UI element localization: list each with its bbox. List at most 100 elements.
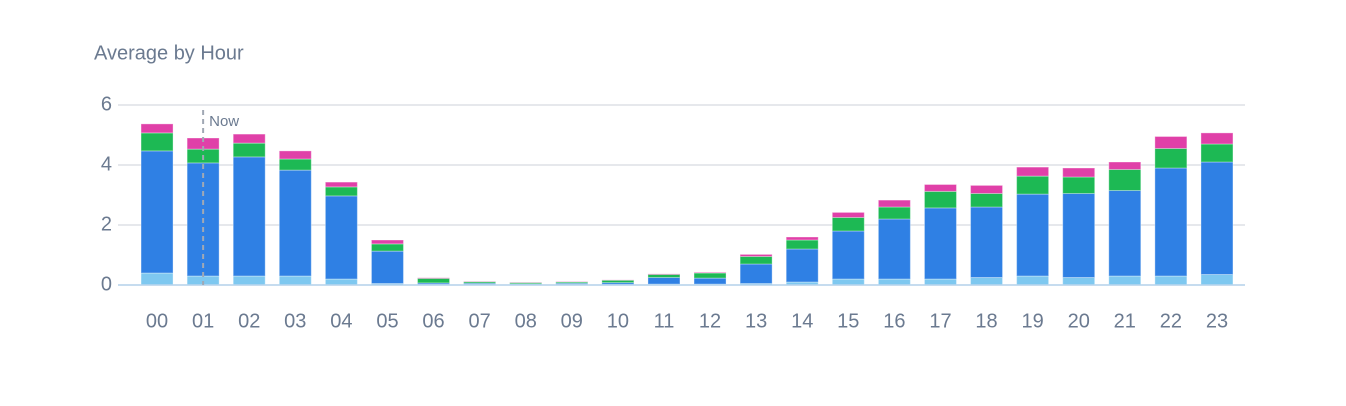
bar-segment bbox=[140, 123, 174, 134]
bar-segment bbox=[877, 199, 911, 208]
bar-segment bbox=[509, 282, 543, 285]
x-tick-label: 04 bbox=[330, 310, 352, 332]
bar-segment bbox=[877, 278, 911, 286]
bar-segment bbox=[923, 278, 957, 286]
bar-segment bbox=[324, 181, 358, 188]
bar-segment bbox=[877, 218, 911, 280]
bar-segment bbox=[693, 271, 727, 274]
x-tick-label: 12 bbox=[699, 310, 721, 332]
x-tick-label: 14 bbox=[791, 310, 813, 332]
bar-segment bbox=[1016, 275, 1050, 286]
bar-segment bbox=[1108, 169, 1142, 191]
x-tick-label: 21 bbox=[1114, 310, 1136, 332]
x-tick-label: 11 bbox=[654, 310, 675, 332]
bar-segment bbox=[278, 158, 312, 171]
chart-title: Average by Hour bbox=[94, 42, 244, 64]
x-tick-label: 13 bbox=[745, 310, 767, 332]
bar-segment bbox=[1200, 143, 1234, 163]
x-tick-label: 19 bbox=[1022, 310, 1044, 332]
bar-segment bbox=[1062, 167, 1096, 178]
bar-segment bbox=[278, 150, 312, 160]
bar-segment bbox=[278, 275, 312, 286]
bar-segment bbox=[232, 275, 266, 286]
bar-segment bbox=[831, 278, 865, 286]
bar-segment bbox=[232, 142, 266, 158]
bar-segment bbox=[1154, 148, 1188, 169]
bar-segment bbox=[1200, 132, 1234, 145]
x-tick-label: 18 bbox=[975, 310, 997, 332]
bar-segment bbox=[739, 263, 773, 284]
x-tick-label: 23 bbox=[1206, 310, 1228, 332]
bar-segment bbox=[140, 150, 174, 274]
bar-segment bbox=[785, 239, 819, 250]
y-tick-label: 4 bbox=[101, 153, 112, 175]
bar-segment bbox=[140, 132, 174, 152]
bar-segment bbox=[324, 278, 358, 286]
bar-segment bbox=[1108, 161, 1142, 170]
bar-segment bbox=[647, 277, 681, 285]
bar-segment bbox=[785, 248, 819, 283]
bar-segment bbox=[278, 169, 312, 277]
bar-segment bbox=[1200, 161, 1234, 275]
bar-segment bbox=[370, 239, 404, 245]
x-tick-label: 20 bbox=[1068, 310, 1090, 332]
bar-segment bbox=[647, 273, 681, 275]
bar-segment bbox=[370, 243, 404, 252]
bar-segment bbox=[785, 236, 819, 241]
x-tick-label: 06 bbox=[422, 310, 444, 332]
bar-segment bbox=[923, 184, 957, 192]
bar-segment bbox=[923, 190, 957, 209]
bar-segment bbox=[831, 217, 865, 232]
bar-segment bbox=[1016, 166, 1050, 177]
bar-segment bbox=[1108, 275, 1142, 286]
x-tick-label: 15 bbox=[837, 310, 859, 332]
now-label: Now bbox=[209, 113, 239, 130]
x-tick-label: 16 bbox=[883, 310, 905, 332]
x-tick-label: 22 bbox=[1160, 310, 1182, 332]
bar-segment bbox=[1062, 277, 1096, 286]
bar-segment bbox=[601, 279, 635, 284]
bar-segment bbox=[370, 250, 404, 285]
y-tick-label: 2 bbox=[101, 213, 112, 235]
bar-segment bbox=[1154, 275, 1188, 286]
bar-segment bbox=[739, 256, 773, 265]
x-tick-label: 05 bbox=[376, 310, 398, 332]
bar-segment bbox=[1108, 190, 1142, 277]
y-tick-label: 0 bbox=[101, 273, 112, 295]
bar-segment bbox=[739, 253, 773, 257]
x-tick-label: 10 bbox=[607, 310, 629, 332]
bar-segment bbox=[970, 184, 1004, 194]
bar-segment bbox=[1062, 193, 1096, 278]
bar-segment bbox=[693, 277, 727, 285]
bar-segment bbox=[1016, 193, 1050, 277]
bar-segment bbox=[831, 211, 865, 218]
x-tick-label: 03 bbox=[284, 310, 306, 332]
x-tick-label: 00 bbox=[146, 310, 168, 332]
y-tick-label: 6 bbox=[101, 93, 112, 115]
bar-segment bbox=[970, 206, 1004, 278]
x-tick-label: 02 bbox=[238, 310, 260, 332]
bar-segment bbox=[923, 207, 957, 280]
bar-segment bbox=[970, 193, 1004, 208]
bar-segment bbox=[1062, 176, 1096, 194]
x-tick-label: 09 bbox=[561, 310, 583, 332]
bar-segment bbox=[1200, 274, 1234, 286]
bar-segment bbox=[417, 277, 451, 279]
bar-segment bbox=[232, 156, 266, 277]
bar-segment bbox=[693, 272, 727, 279]
bar-segment bbox=[1016, 175, 1050, 195]
bar-segment bbox=[463, 281, 497, 284]
bar-segment bbox=[877, 206, 911, 220]
bar-segment bbox=[417, 277, 451, 284]
x-tick-label: 07 bbox=[469, 310, 491, 332]
bar-segment bbox=[232, 133, 266, 144]
x-tick-label: 17 bbox=[929, 310, 951, 332]
bar-segment bbox=[970, 277, 1004, 286]
bar-segment bbox=[1154, 136, 1188, 149]
bar-segment bbox=[324, 186, 358, 197]
x-tick-label: 08 bbox=[515, 310, 537, 332]
bar-segment bbox=[324, 195, 358, 280]
bar-segment bbox=[831, 230, 865, 280]
bar-segment bbox=[1154, 167, 1188, 277]
